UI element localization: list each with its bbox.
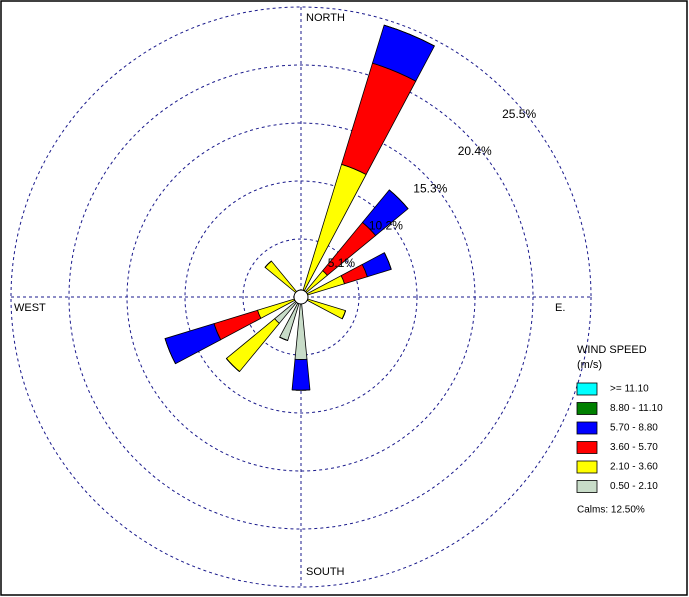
wedge — [383, 252, 392, 270]
legend-swatch — [576, 441, 598, 454]
legend-swatch — [576, 402, 598, 415]
legend-title: WIND SPEED — [577, 344, 647, 356]
legend-label: 5.70 - 8.80 — [610, 423, 658, 434]
wedges — [164, 24, 436, 391]
ring-label: 25.5% — [502, 107, 536, 121]
legend-swatch — [576, 460, 598, 474]
wedge — [388, 189, 409, 210]
legend-label: 2.10 - 3.60 — [610, 462, 658, 473]
legend-unit: (m/s) — [577, 359, 602, 371]
ring — [184, 180, 418, 414]
legend-swatch — [576, 421, 598, 435]
legend-label: >= 11.10 — [610, 384, 649, 395]
ring — [126, 122, 476, 472]
legend-label: 3.60 - 5.70 — [610, 442, 658, 453]
legend-swatch — [576, 382, 598, 396]
direction-label: SOUTH — [306, 566, 345, 578]
direction-label: NORTH — [306, 12, 345, 24]
calms: Calms: 12.50% — [577, 505, 645, 516]
wedge — [164, 338, 176, 364]
wedge — [291, 358, 311, 391]
wedge — [341, 310, 346, 320]
legend-label: 0.50 - 2.10 — [610, 481, 658, 492]
ring — [68, 64, 534, 530]
wedge — [226, 358, 240, 372]
legend-swatch — [576, 480, 598, 493]
wedge — [264, 260, 272, 268]
legend: >= 11.10 8.80 - 11.10 5.70 - 8.80 3.60 - 5.… — [576, 382, 663, 493]
center — [293, 289, 309, 305]
ring-label: 20.4% — [458, 144, 492, 158]
direction-label: E. — [555, 302, 565, 314]
direction-label: WEST — [14, 302, 46, 314]
ring-label: 5.1% — [328, 256, 356, 270]
ring-label: 10.2% — [369, 219, 403, 233]
legend-label: 8.80 - 11.10 — [610, 403, 663, 414]
ring — [10, 6, 592, 588]
ring-label: 15.3% — [413, 181, 447, 195]
wedge — [384, 24, 435, 47]
wedge — [279, 336, 288, 341]
